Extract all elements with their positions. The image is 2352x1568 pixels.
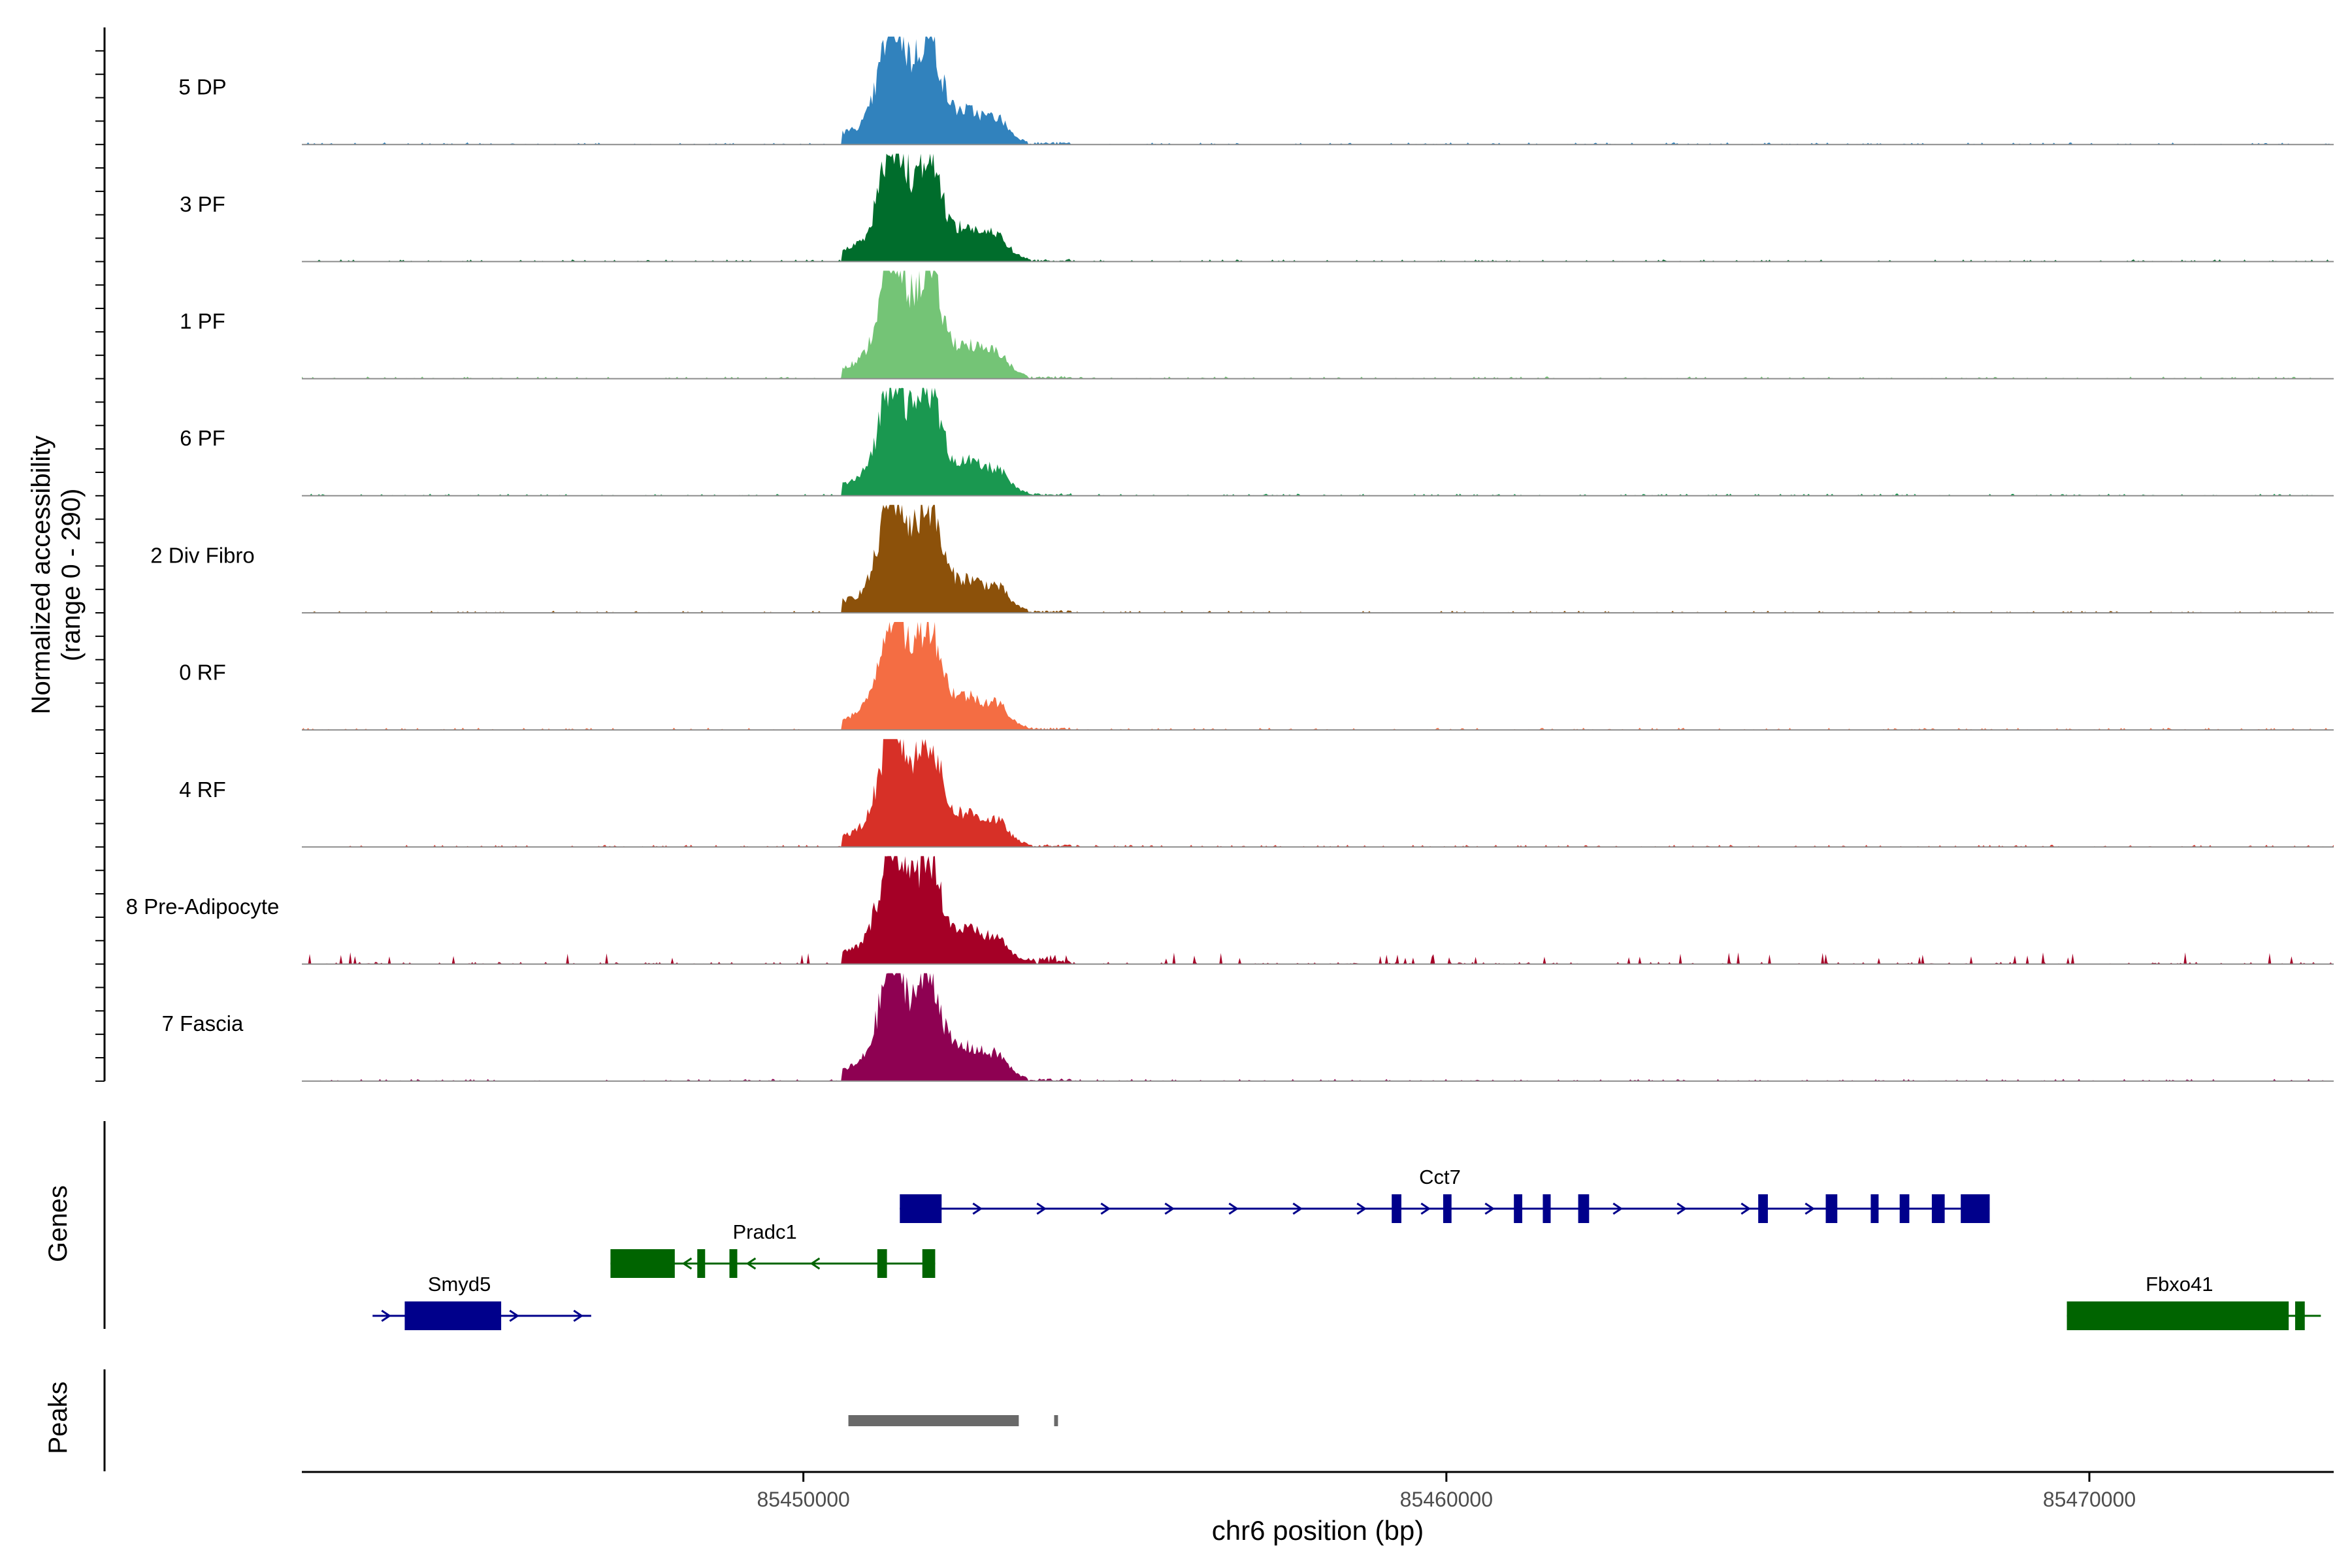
gene-exon xyxy=(900,1194,942,1223)
strand-arrow xyxy=(809,1257,821,1270)
gene-exon xyxy=(1543,1194,1551,1223)
strand-arrow xyxy=(1676,1202,1687,1215)
gene-exon xyxy=(610,1249,675,1278)
x-tick-label: 85470000 xyxy=(2043,1488,2136,1511)
strand-arrow xyxy=(1228,1202,1239,1215)
coverage-area xyxy=(302,973,2334,1081)
x-axis-title: chr6 position (bp) xyxy=(1212,1515,1424,1546)
strand-arrow xyxy=(1805,1202,1815,1215)
strand-arrow xyxy=(972,1202,983,1215)
track-label: 3 PF xyxy=(180,192,225,216)
x-axis: 85450000 85460000 85470000 chr6 position (b… xyxy=(302,1471,2334,1546)
peak-region xyxy=(848,1415,1019,1426)
gene-exon xyxy=(1870,1194,1879,1223)
coverage-area xyxy=(302,739,2334,847)
coverage-area xyxy=(302,504,2334,613)
coverage-area xyxy=(302,622,2334,730)
coverage-area xyxy=(302,37,2334,145)
peak-track xyxy=(103,1369,1058,1471)
gene-exon xyxy=(1825,1194,1838,1223)
gene-exon xyxy=(1961,1194,1990,1223)
track-label: 2 Div Fibro xyxy=(150,543,255,567)
x-tick-label: 85460000 xyxy=(1400,1488,1493,1511)
gene-exon xyxy=(1758,1194,1768,1223)
gene-exon xyxy=(1443,1194,1452,1223)
gene-smyd5: Smyd5 xyxy=(372,1273,591,1330)
peaks-track-title: Peaks xyxy=(44,1381,73,1454)
strand-arrow xyxy=(1292,1202,1303,1215)
track-label: 6 PF xyxy=(180,426,225,450)
strand-arrow xyxy=(1612,1202,1623,1215)
panel-labels: Normalized accessibility (range 0 - 290)… xyxy=(27,436,86,1454)
gene-exon xyxy=(2066,1301,2289,1330)
strand-arrow xyxy=(745,1257,757,1270)
coverage-y-axis-title: Normalized accessibility xyxy=(27,436,56,715)
gene-exon xyxy=(1578,1194,1590,1223)
track-label: 1 PF xyxy=(180,309,225,333)
coverage-area xyxy=(302,856,2334,964)
strand-arrow xyxy=(1036,1202,1047,1215)
coverage-area xyxy=(302,387,2334,496)
gene-pradc1: Pradc1 xyxy=(610,1220,936,1278)
gene-label: Cct7 xyxy=(1419,1166,1461,1188)
gene-exon xyxy=(2295,1301,2305,1330)
track-label: 4 RF xyxy=(179,777,226,802)
gene-label: Fbxo41 xyxy=(2146,1273,2213,1296)
gene-cct7: Cct7 xyxy=(900,1166,1990,1223)
gene-fbxo41: Fbxo41 xyxy=(2066,1273,2321,1330)
strand-arrow xyxy=(381,1309,391,1322)
track-label: 7 Fascia xyxy=(162,1011,244,1036)
coverage-tracks: 5 DP 3 PF 1 PF 6 PF 2 Div Fibro 0 RF 4 RF 8 Pre… xyxy=(95,27,2334,1082)
gene-exon xyxy=(1899,1194,1910,1223)
peak-region xyxy=(1054,1415,1058,1426)
gene-exon xyxy=(922,1249,936,1278)
coverage-area xyxy=(302,270,2334,379)
gene-exon xyxy=(1392,1194,1401,1223)
strand-arrow xyxy=(573,1309,583,1322)
gene-exon xyxy=(729,1249,738,1278)
strand-arrow xyxy=(1100,1202,1111,1215)
coverage-area xyxy=(302,154,2334,262)
coverage-y-axis-range: (range 0 - 290) xyxy=(57,489,86,662)
track-label: 5 DP xyxy=(178,75,226,99)
strand-arrow xyxy=(681,1257,693,1270)
track-label: 0 RF xyxy=(179,661,226,685)
strand-arrow xyxy=(1356,1202,1367,1215)
x-tick-label: 85450000 xyxy=(757,1488,849,1511)
gene-exon xyxy=(404,1301,502,1330)
genes-track-title: Genes xyxy=(44,1185,73,1262)
gene-exon xyxy=(697,1249,706,1278)
gene-exon xyxy=(877,1249,887,1278)
strand-arrow xyxy=(509,1309,519,1322)
gene-label: Pradc1 xyxy=(732,1220,796,1243)
gene-track: Cct7 Pradc1 Smyd5 Fbxo41 xyxy=(103,1121,2321,1330)
track-label: 8 Pre-Adipocyte xyxy=(126,894,280,919)
strand-arrow xyxy=(1164,1202,1175,1215)
gene-label: Smyd5 xyxy=(428,1273,491,1296)
strand-arrow xyxy=(1740,1202,1751,1215)
strand-arrow xyxy=(1420,1202,1431,1215)
gene-exon xyxy=(1514,1194,1522,1223)
gene-exon xyxy=(1931,1194,1945,1223)
strand-arrow xyxy=(1484,1202,1495,1215)
